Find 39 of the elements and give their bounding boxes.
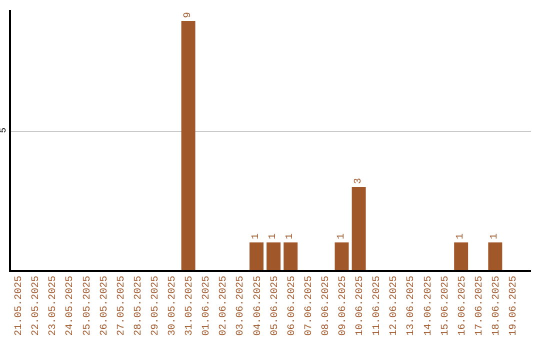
x-tick-label: 28.05.2025 [133, 276, 144, 336]
x-tick-label: 09.06.2025 [338, 276, 349, 336]
x-tick-label: 22.05.2025 [31, 276, 42, 336]
data-label: 3 [353, 178, 364, 184]
x-tick-label: 10.06.2025 [355, 276, 366, 336]
x-tick-label: 27.05.2025 [116, 276, 128, 336]
x-tick-label: 30.05.2025 [168, 276, 179, 336]
data-label: 1 [268, 233, 280, 240]
x-tick-label: 02.06.2025 [218, 276, 230, 336]
x-tick-label: 21.05.2025 [14, 276, 26, 336]
x-tick-label: 23.05.2025 [48, 276, 60, 336]
x-tick-label: 17.06.2025 [474, 276, 486, 336]
x-tick-label: 04.06.2025 [252, 276, 264, 336]
x-tick-label: 08.06.2025 [320, 276, 332, 336]
data-label: 1 [456, 233, 467, 240]
data-label: 9 [182, 12, 194, 18]
data-label: 1 [336, 233, 348, 240]
x-tick-label: 13.06.2025 [406, 276, 418, 336]
x-tick-label: 01.06.2025 [202, 276, 213, 336]
data-label: 1 [490, 233, 501, 240]
x-tick-label: 31.05.2025 [184, 276, 196, 336]
x-tick-label: 19.06.2025 [508, 276, 520, 336]
data-label: 1 [251, 233, 262, 240]
x-tick-label: 26.05.2025 [99, 276, 110, 336]
x-tick-label: 18.06.2025 [491, 276, 502, 336]
x-tick-label: 24.05.2025 [65, 276, 76, 336]
x-tick-label: 25.05.2025 [82, 276, 94, 336]
y-tick-label: 5 [0, 128, 9, 134]
x-tick-label: 14.06.2025 [423, 276, 434, 336]
x-tick-label: 16.06.2025 [457, 276, 468, 336]
x-tick-label: 29.05.2025 [150, 276, 162, 336]
x-tick-label: 03.06.2025 [236, 276, 247, 336]
x-tick-label: 05.06.2025 [270, 276, 281, 336]
x-tick-label: 15.06.2025 [440, 276, 452, 336]
x-tick-label: 12.06.2025 [389, 276, 400, 336]
data-label: 1 [285, 233, 296, 240]
x-tick-label: 07.06.2025 [304, 276, 315, 336]
x-tick-label: 11.06.2025 [372, 276, 384, 336]
x-tick-label: 06.06.2025 [286, 276, 298, 336]
